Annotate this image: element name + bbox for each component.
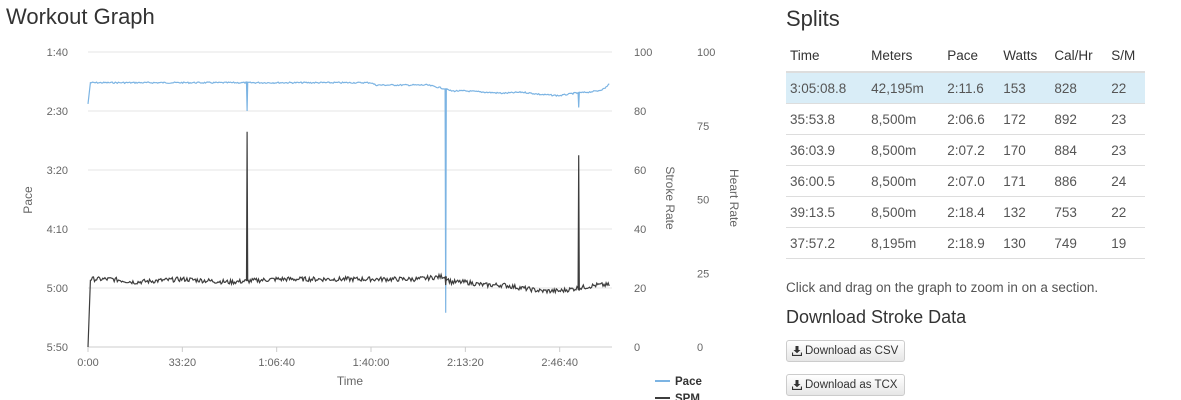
pace-tick-label: 3:20 <box>47 165 68 177</box>
x-axis-title: Time <box>337 374 364 388</box>
download-tcx-label: Download as TCX <box>805 379 898 391</box>
stroke-rate-tick-label: 0 <box>634 342 640 354</box>
spm-line <box>87 131 610 348</box>
splits-cell: 36:00.5 <box>786 165 868 197</box>
download-tcx-button[interactable]: Download as TCX <box>786 374 905 396</box>
stroke-rate-axis-title: Stroke Rate <box>663 166 677 230</box>
splits-cell: 886 <box>1050 165 1108 197</box>
splits-cell: 753 <box>1050 196 1108 228</box>
legend-spm-label: SPM <box>675 393 700 400</box>
stroke-rate-tick-label: 80 <box>634 106 646 118</box>
workout-graph-title: Workout Graph <box>6 4 155 29</box>
download-title: Download Stroke Data <box>786 307 967 327</box>
x-tick-label: 1:40:00 <box>353 357 390 369</box>
pace-tick-label: 5:50 <box>47 342 68 354</box>
stroke-rate-tick-label: 20 <box>634 283 646 295</box>
splits-cell: 2:06.6 <box>943 103 1000 135</box>
x-tick-label: 1:06:40 <box>258 357 295 369</box>
splits-header-row: Time Meters Pace Watts Cal/Hr S/M <box>786 40 1145 73</box>
zoom-hint: Click and drag on the graph to zoom in o… <box>786 280 1099 295</box>
splits-row: 36:00.5 8,500m 2:07.0 171 886 24 <box>786 165 1145 197</box>
column-header-time[interactable]: Time <box>786 40 868 73</box>
splits-cell: 22 <box>1107 196 1145 228</box>
splits-cell: 130 <box>999 227 1051 259</box>
download-icon <box>792 380 802 390</box>
splits-title: Splits <box>786 6 840 31</box>
splits-cell: 8,500m <box>867 196 944 228</box>
heart-rate-axis-title: Heart Rate <box>727 169 741 227</box>
pace-tick-label: 5:00 <box>47 283 68 295</box>
splits-row: 36:03.9 8,500m 2:07.2 170 884 23 <box>786 134 1145 166</box>
splits-cell: 2:07.0 <box>943 165 1000 197</box>
heart-rate-tick-label: 25 <box>697 268 709 280</box>
splits-cell: 8,500m <box>867 134 944 166</box>
heart-rate-tick-label: 0 <box>697 342 703 354</box>
splits-cell: 2:11.6 <box>943 72 1000 104</box>
splits-cell: 171 <box>999 165 1051 197</box>
splits-cell: 23 <box>1107 103 1145 135</box>
splits-row: 39:13.5 8,500m 2:18.4 132 753 22 <box>786 196 1145 228</box>
x-tick-label: 33:20 <box>169 357 197 369</box>
splits-cell: 8,500m <box>867 165 944 197</box>
legend-pace-label: Pace <box>675 376 702 388</box>
stroke-rate-tick-label: 60 <box>634 165 646 177</box>
splits-cell: 37:57.2 <box>786 227 868 259</box>
pace-tick-label: 4:10 <box>47 224 68 236</box>
splits-cell: 3:05:08.8 <box>786 72 868 104</box>
download-icon <box>792 346 802 356</box>
splits-cell: 42,195m <box>867 72 944 104</box>
splits-row: 35:53.8 8,500m 2:06.6 172 892 23 <box>786 103 1145 135</box>
column-header-sm[interactable]: S/M <box>1107 40 1145 73</box>
splits-cell: 892 <box>1050 103 1108 135</box>
splits-cell: 8,500m <box>867 103 944 135</box>
splits-cell: 828 <box>1050 72 1108 104</box>
pace-line <box>87 81 610 313</box>
splits-cell: 23 <box>1107 134 1145 166</box>
column-header-pace[interactable]: Pace <box>943 40 1000 73</box>
splits-cell: 35:53.8 <box>786 103 868 135</box>
splits-row: 37:57.2 8,195m 2:18.9 130 749 19 <box>786 227 1145 259</box>
heart-rate-tick-label: 100 <box>697 47 715 59</box>
splits-cell: 132 <box>999 196 1051 228</box>
splits-cell: 884 <box>1050 134 1108 166</box>
splits-cell: 8,195m <box>867 227 944 259</box>
stroke-rate-tick-label: 40 <box>634 224 646 236</box>
stroke-rate-tick-label: 100 <box>634 47 652 59</box>
splits-cell: 2:18.4 <box>943 196 1000 228</box>
x-tick-label: 2:13:20 <box>447 357 484 369</box>
x-tick-label: 2:46:40 <box>541 357 578 369</box>
column-header-watts[interactable]: Watts <box>999 40 1051 73</box>
splits-cell: 749 <box>1050 227 1108 259</box>
splits-table: Time Meters Pace Watts Cal/Hr S/M 3:05:0… <box>786 40 1145 259</box>
splits-cell: 172 <box>999 103 1051 135</box>
splits-cell: 170 <box>999 134 1051 166</box>
pace-tick-label: 2:30 <box>47 106 68 118</box>
splits-cell: 153 <box>999 72 1051 104</box>
splits-total-row: 3:05:08.8 42,195m 2:11.6 153 828 22 <box>786 72 1145 104</box>
splits-cell: 2:18.9 <box>943 227 1000 259</box>
x-tick-label: 0:00 <box>77 357 98 369</box>
splits-cell: 36:03.9 <box>786 134 868 166</box>
splits-cell: 22 <box>1107 72 1145 104</box>
download-csv-button[interactable]: Download as CSV <box>786 340 905 362</box>
pace-tick-label: 1:40 <box>47 47 68 59</box>
splits-cell: 39:13.5 <box>786 196 868 228</box>
splits-cell: 19 <box>1107 227 1145 259</box>
splits-cell: 2:07.2 <box>943 134 1000 166</box>
workout-graph[interactable]: 1:40 100 2:30 80 3:20 60 4:10 40 5:00 20 5:50 0 100 7… <box>0 0 770 400</box>
column-header-meters[interactable]: Meters <box>867 40 944 73</box>
heart-rate-tick-label: 75 <box>697 121 709 133</box>
heart-rate-tick-label: 50 <box>697 195 709 207</box>
pace-axis-title: Pace <box>21 186 35 214</box>
download-csv-label: Download as CSV <box>805 345 899 357</box>
column-header-calhr[interactable]: Cal/Hr <box>1050 40 1108 73</box>
splits-cell: 24 <box>1107 165 1145 197</box>
